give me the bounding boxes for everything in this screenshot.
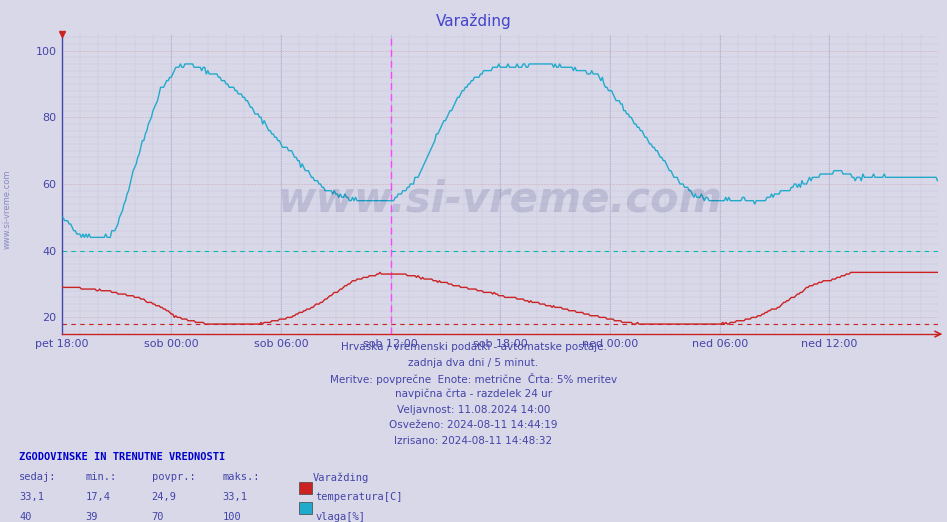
Text: sedaj:: sedaj: xyxy=(19,472,57,482)
Text: Varažding: Varažding xyxy=(313,472,368,483)
Text: Varažding: Varažding xyxy=(436,13,511,29)
Text: 39: 39 xyxy=(85,512,98,522)
Text: 33,1: 33,1 xyxy=(19,492,44,502)
Text: ZGODOVINSKE IN TRENUTNE VREDNOSTI: ZGODOVINSKE IN TRENUTNE VREDNOSTI xyxy=(19,452,225,461)
Text: 70: 70 xyxy=(152,512,164,522)
Text: Hrvaška / vremenski podatki - avtomatske postaje.: Hrvaška / vremenski podatki - avtomatske… xyxy=(341,342,606,352)
Text: navpična črta - razdelek 24 ur: navpična črta - razdelek 24 ur xyxy=(395,389,552,399)
Text: 17,4: 17,4 xyxy=(85,492,110,502)
Text: maks.:: maks.: xyxy=(223,472,260,482)
Text: Meritve: povprečne  Enote: metrične  Črta: 5% meritev: Meritve: povprečne Enote: metrične Črta:… xyxy=(330,373,617,385)
Text: Veljavnost: 11.08.2024 14:00: Veljavnost: 11.08.2024 14:00 xyxy=(397,405,550,414)
Text: povpr.:: povpr.: xyxy=(152,472,195,482)
Text: zadnja dva dni / 5 minut.: zadnja dva dni / 5 minut. xyxy=(408,358,539,367)
Text: Izrisano: 2024-08-11 14:48:32: Izrisano: 2024-08-11 14:48:32 xyxy=(395,436,552,446)
Text: temperatura[C]: temperatura[C] xyxy=(315,492,402,502)
Text: 100: 100 xyxy=(223,512,241,522)
Text: 40: 40 xyxy=(19,512,31,522)
Text: www.si-vreme.com: www.si-vreme.com xyxy=(277,178,722,220)
Text: 24,9: 24,9 xyxy=(152,492,176,502)
Text: min.:: min.: xyxy=(85,472,116,482)
Text: www.si-vreme.com: www.si-vreme.com xyxy=(3,169,12,248)
Text: vlaga[%]: vlaga[%] xyxy=(315,512,366,522)
Text: Osveženo: 2024-08-11 14:44:19: Osveženo: 2024-08-11 14:44:19 xyxy=(389,420,558,430)
Text: 33,1: 33,1 xyxy=(223,492,247,502)
